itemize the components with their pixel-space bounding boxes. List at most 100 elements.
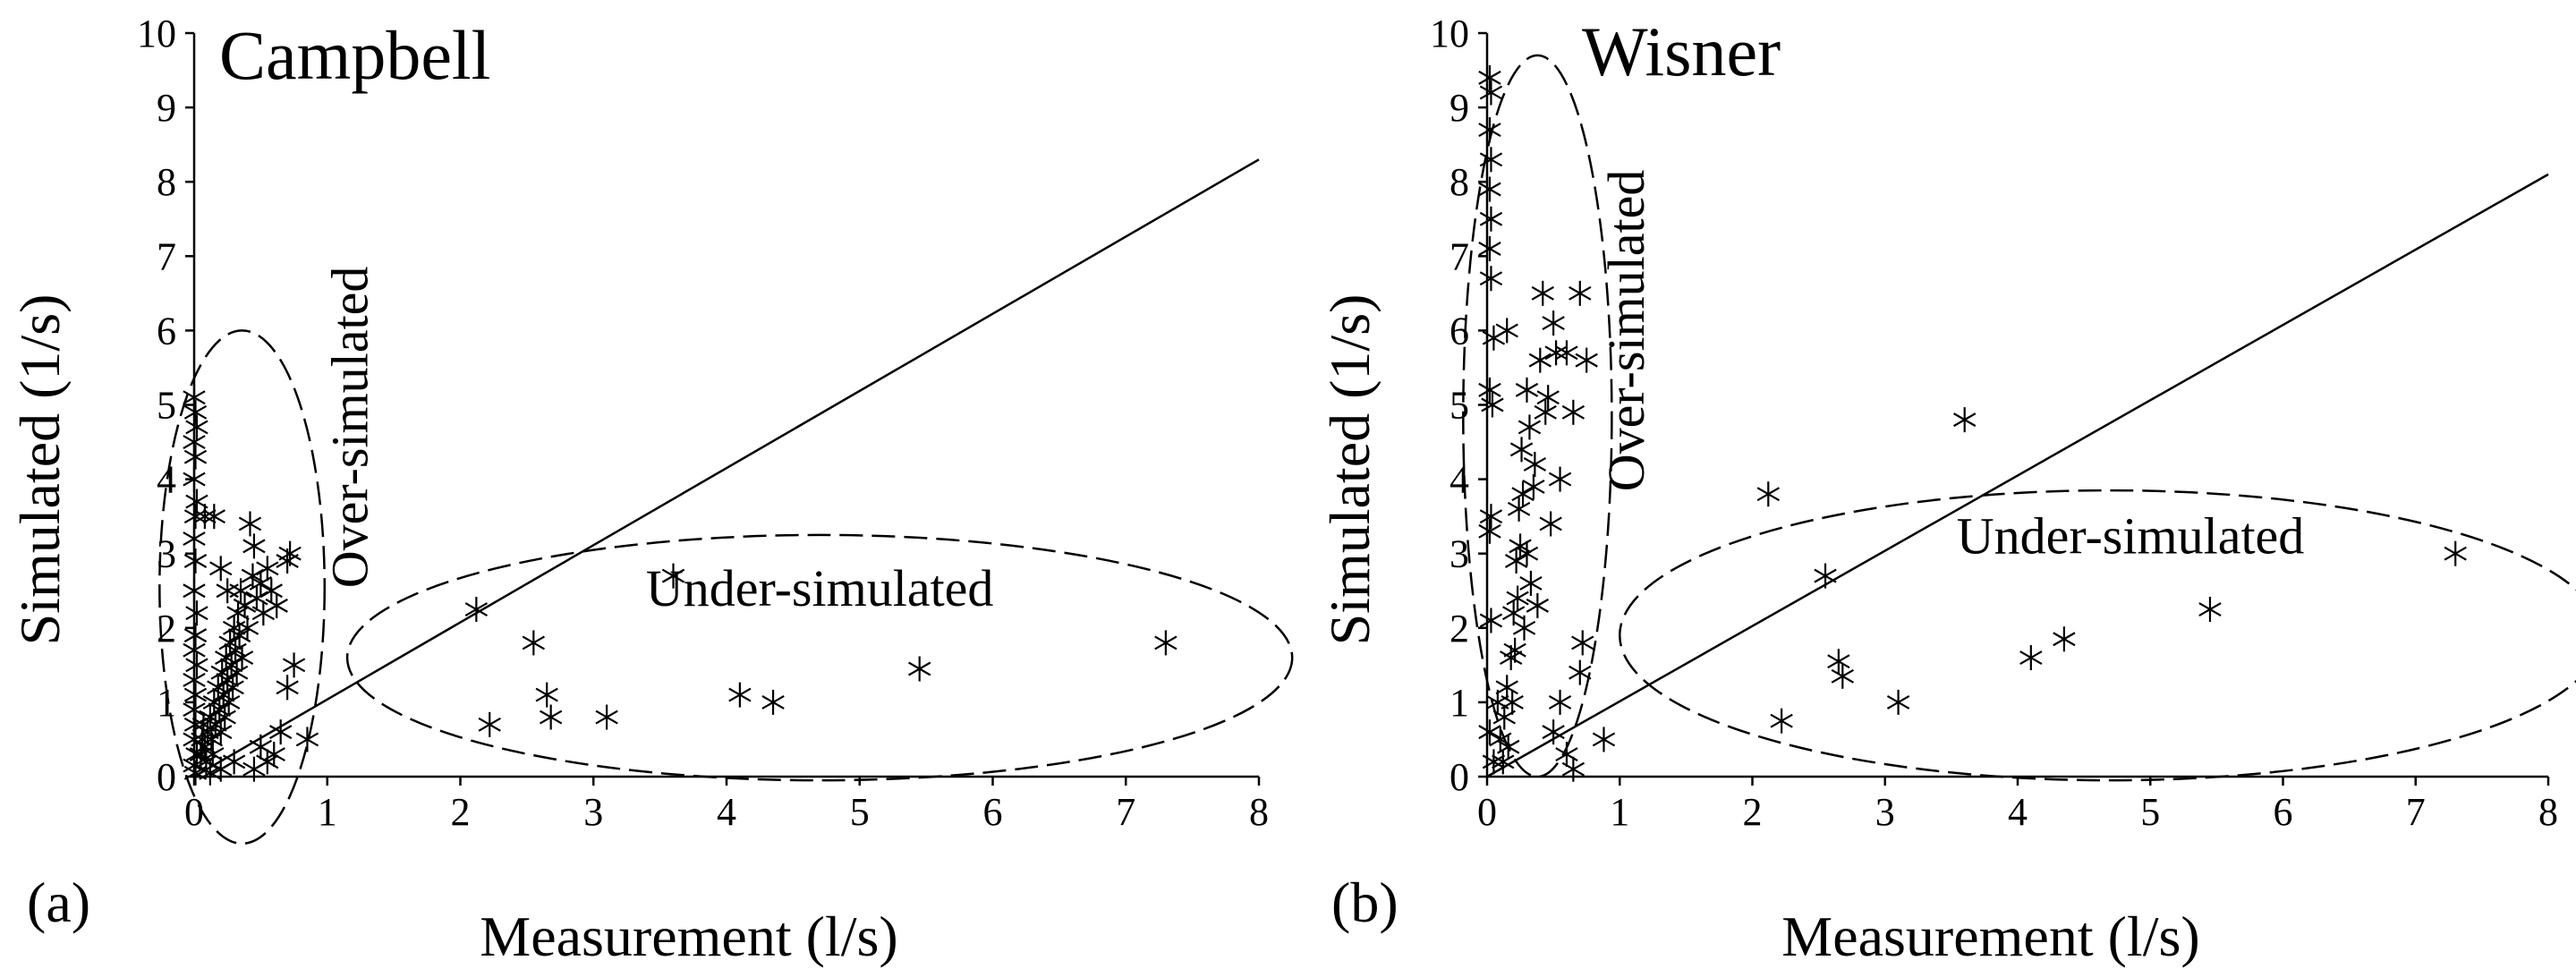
- data-point: [183, 444, 208, 470]
- data-point: [1478, 176, 1501, 202]
- data-point: [2444, 540, 2467, 566]
- data-point: [183, 667, 206, 693]
- data-point: [183, 623, 208, 649]
- data-point: [217, 689, 241, 715]
- data-point: [202, 504, 225, 530]
- data-point: [1492, 749, 1515, 775]
- y-tick-label: 5: [157, 384, 176, 428]
- x-tick-label: 3: [1875, 790, 1895, 834]
- x-tick-label: 5: [2140, 790, 2160, 834]
- data-point: [1512, 615, 1536, 641]
- data-point: [2198, 597, 2222, 623]
- data-point: [1479, 266, 1503, 292]
- y-axis-title: Simulated (1/s): [8, 294, 72, 646]
- data-point: [1756, 481, 1780, 507]
- region-annotation: Under-simulated: [646, 559, 994, 617]
- data-point: [1522, 473, 1545, 499]
- data-point: [230, 645, 254, 671]
- data-point: [1814, 563, 1837, 589]
- x-tick-label: 4: [2008, 790, 2028, 834]
- x-tick-label: 2: [1743, 790, 1763, 834]
- x-tick-label: 0: [184, 790, 204, 834]
- data-point: [1506, 585, 1529, 611]
- data-point: [276, 675, 299, 701]
- data-point: [216, 578, 239, 604]
- data-point: [242, 533, 266, 559]
- data-point: [1497, 734, 1520, 760]
- data-point: [1479, 80, 1503, 106]
- under-simulated-ellipse: [1619, 489, 2576, 782]
- data-point: [1528, 347, 1552, 373]
- data-point: [209, 756, 233, 782]
- data-point: [1504, 548, 1528, 574]
- y-tick-label: 10: [137, 12, 176, 55]
- data-point: [259, 578, 283, 604]
- data-point: [1495, 318, 1518, 344]
- data-point: [295, 727, 319, 752]
- data-point: [218, 630, 242, 656]
- x-axis-title: Measurement (l/s): [1781, 905, 2199, 968]
- x-tick-label: 4: [717, 790, 736, 834]
- data-point: [1548, 466, 1572, 492]
- data-point: [539, 704, 563, 730]
- data-point: [183, 526, 206, 552]
- data-point: [1501, 689, 1524, 715]
- data-point: [249, 734, 273, 760]
- data-point: [1479, 608, 1503, 633]
- data-point: [183, 399, 208, 425]
- data-point: [1507, 496, 1531, 522]
- y-tick-label: 8: [1450, 160, 1469, 204]
- data-point: [216, 667, 239, 693]
- data-point: [222, 749, 246, 775]
- data-point: [183, 578, 206, 604]
- y-tick-label: 6: [157, 309, 176, 353]
- y-tick-label: 9: [157, 86, 176, 130]
- data-point: [183, 385, 206, 411]
- y-tick-label: 7: [1450, 234, 1469, 278]
- data-point: [1531, 280, 1554, 306]
- data-point: [269, 719, 293, 745]
- data-point: [185, 414, 208, 440]
- data-point: [1511, 481, 1535, 507]
- data-point: [1569, 280, 1592, 306]
- data-point: [761, 689, 785, 715]
- data-point: [183, 504, 208, 530]
- data-point: [1575, 347, 1598, 373]
- x-tick-label: 6: [2274, 790, 2293, 834]
- y-tick-label: 10: [1430, 12, 1469, 55]
- y-tick-label: 0: [157, 755, 176, 799]
- data-point: [1831, 663, 1854, 689]
- data-point: [1770, 708, 1793, 734]
- data-point: [1526, 592, 1550, 618]
- data-point: [282, 652, 306, 678]
- data-point: [200, 727, 224, 752]
- region-annotation: Over-simulated: [320, 267, 378, 589]
- x-tick-label: 5: [850, 790, 870, 834]
- data-point: [522, 630, 545, 656]
- region-annotation: Under-simulated: [1957, 507, 2305, 565]
- y-tick-label: 6: [1450, 309, 1469, 353]
- data-point: [278, 540, 302, 566]
- x-tick-label: 3: [583, 790, 603, 834]
- data-point: [1534, 399, 1557, 425]
- panel-title: Campbell: [219, 16, 490, 94]
- x-tick-label: 1: [1610, 790, 1629, 834]
- data-point: [204, 711, 227, 737]
- data-point: [728, 682, 752, 708]
- y-tick-label: 4: [157, 458, 176, 502]
- data-point: [1495, 675, 1518, 701]
- y-tick-label: 8: [157, 160, 176, 204]
- data-point: [1561, 756, 1586, 782]
- data-point: [183, 429, 206, 455]
- x-axis-title: Measurement (l/s): [480, 905, 897, 968]
- data-point: [1542, 719, 1565, 745]
- data-point: [2053, 626, 2076, 652]
- y-tick-label: 7: [157, 234, 176, 278]
- data-point: [1478, 64, 1501, 90]
- data-point: [185, 652, 208, 678]
- one-to-one-line: [1486, 173, 2549, 778]
- x-tick-label: 8: [1249, 790, 1269, 834]
- data-point: [265, 592, 288, 618]
- data-point: [535, 682, 558, 708]
